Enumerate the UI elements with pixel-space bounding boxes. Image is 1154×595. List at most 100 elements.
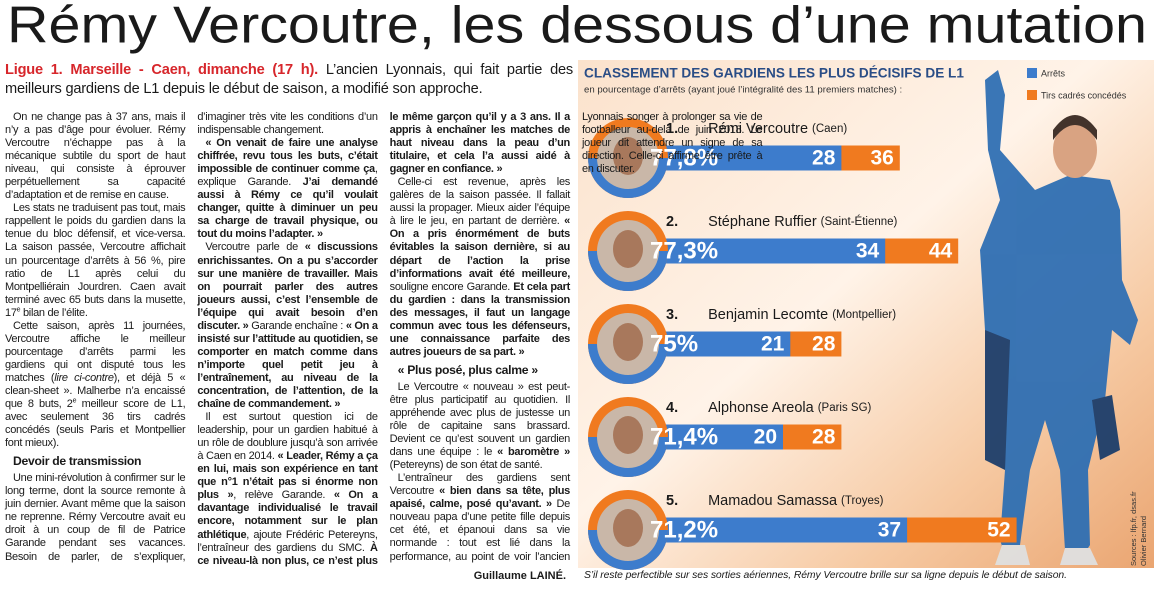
player-name: Mamadou Samassa: [708, 493, 838, 509]
text-run: « discussions enrichissantes. On a pu s’…: [197, 241, 378, 332]
photo-caption: S’il reste perfectible sur ses sorties a…: [584, 570, 1067, 581]
paragraph: Cette saison, après 11 journées, Vercout…: [5, 320, 186, 450]
saves-label: 21: [761, 333, 785, 356]
player-line: 5. Mamadou Samassa (Troyes): [666, 493, 884, 509]
shots-label: 44: [929, 240, 953, 263]
paragraph: Le Vercoutre « nouveau » est peut-être p…: [389, 380, 571, 472]
text-run: On ne change pas à 37 ans, mais il n’y a…: [5, 111, 186, 202]
club: (Saint-Étienne): [821, 215, 898, 228]
subheading: Devoir de transmission: [13, 454, 142, 469]
player-line: 2. Stéphane Ruffier (Saint-Étienne): [666, 214, 898, 230]
club: (Troyes): [841, 495, 884, 507]
save-percentage: 71,4%: [650, 423, 718, 450]
player-name: Benjamin Lecomte: [708, 307, 828, 323]
shots-label: 36: [870, 147, 893, 170]
article-body: On ne change pas à 37 ans, mais il n’y a…: [5, 111, 763, 573]
paragraph: Celle-ci est revenue, après les galères …: [389, 176, 571, 359]
rank: 4.: [666, 400, 678, 416]
kicker: Ligue 1. Marseille - Caen, dimanche (17 …: [5, 62, 318, 78]
saves-bar: [637, 238, 886, 264]
saves-label: 34: [856, 240, 880, 263]
rank: 2.: [666, 214, 678, 230]
save-percentage: 77,3%: [650, 237, 718, 264]
player-line: 4. Alphonse Areola (Paris SG): [666, 400, 872, 416]
lead-text: L’ancien Lyonnais, qui fait partie des m…: [5, 62, 574, 97]
text-run: meilleur score de L1, avec seulement 36 …: [5, 398, 186, 450]
paragraph: On ne change pas à 37 ans, mais il n’y a…: [5, 111, 186, 202]
text-run: « Leader, Rémy a ça en lui, mais son exp…: [197, 450, 378, 502]
credit: Sources : lfp.fr, dsas.fr: [1129, 491, 1138, 566]
shots-label: 28: [812, 426, 836, 449]
infographic-title: CLASSEMENT DES GARDIENS LES PLUS DÉCISIF…: [584, 66, 964, 81]
saves-bar: [637, 517, 908, 543]
player-face: [613, 137, 643, 175]
paragraph: Une mini-révolution à confirmer sur le l…: [5, 111, 378, 573]
paragraph: Vercoutre parle de « discussions enrichi…: [197, 241, 378, 411]
lead-paragraph: Ligue 1. Marseille - Caen, dimanche (17 …: [5, 61, 573, 99]
player-line: 3. Benjamin Lecomte (Montpellier): [666, 307, 896, 323]
save-percentage: 75%: [650, 330, 698, 357]
credit: Olivier Bernard: [1139, 516, 1148, 566]
player-name: Stéphane Ruffier: [708, 214, 817, 230]
shots-label: 28: [812, 333, 836, 356]
text-run: « baromètre »: [497, 446, 570, 459]
text-run: « On venait de faire une analyse chiffré…: [197, 137, 378, 176]
text-run: L’entraîneur des gardiens sent Vercoutre: [389, 472, 571, 498]
text-run: Une mini-révolution à confirmer sur le l…: [5, 111, 378, 563]
text-run: e: [72, 397, 77, 405]
text-run: (Petereyns) de son état de santé.: [389, 459, 543, 472]
shots-label: 52: [987, 519, 1010, 542]
legend-label: Arrêts: [1041, 68, 1066, 78]
text-run: bilan de l’élite.: [20, 306, 88, 319]
text-run: Les stats ne traduisent pas tout, mais r…: [5, 202, 186, 319]
goalkeeper-illustration: [980, 70, 1138, 565]
legend-label: Tirs cadrés concédés: [1041, 90, 1127, 100]
club: (Montpellier): [832, 309, 896, 321]
text-run: , ajoute Frédéric Petereyns, l’entraîneu…: [197, 528, 378, 554]
subheading: « Plus posé, plus calme »: [397, 362, 538, 377]
text-run: , explique Garande.: [197, 163, 378, 189]
infographic-subtitle: en pourcentage d’arrêts (ayant joué l’in…: [584, 85, 902, 96]
legend-swatch: [1027, 68, 1037, 78]
player-name: Rémi Vercoutre: [708, 121, 808, 137]
rank: 1.: [666, 121, 678, 137]
paragraph: Il est surtout question ici de leadershi…: [197, 111, 570, 573]
legend-swatch: [1027, 90, 1037, 100]
player-name: Alphonse Areola: [708, 400, 815, 416]
rank: 3.: [666, 307, 678, 323]
text-run: « On a pris énormément de buts évitables…: [389, 215, 571, 280]
player-line: 1. Rémi Vercoutre (Caen): [666, 121, 847, 137]
saves-label: 37: [878, 519, 901, 542]
club: (Caen): [812, 123, 847, 135]
paragraph: « On venait de faire une analyse chiffré…: [197, 137, 378, 241]
rank: 5.: [666, 493, 678, 509]
signature: Guillaume LAINÉ.: [473, 570, 566, 582]
saves-bar: [637, 145, 842, 171]
player-face: [613, 509, 643, 547]
saves-label: 20: [754, 426, 777, 449]
text-run: Le Vercoutre « nouveau » est peut-être p…: [389, 380, 571, 459]
saves-label: 28: [812, 147, 836, 170]
text-run: , relève Garande.: [233, 489, 334, 502]
text-run: lire ci-contre: [54, 371, 114, 384]
paragraph: Les stats ne traduisent pas tout, mais r…: [5, 202, 186, 319]
headline: Rémy Vercoutre, les dessous d’une mutati…: [7, 0, 1147, 55]
text-run: Celle-ci est revenue, après les galères …: [389, 176, 571, 228]
save-percentage: 71,2%: [650, 516, 718, 543]
club: (Paris SG): [818, 402, 872, 414]
text-run: « On a insisté sur l’attitude au quotidi…: [197, 319, 378, 411]
text-run: Il est surtout question ici de leadershi…: [197, 411, 378, 463]
player-face: [613, 416, 643, 454]
text-run: Vercoutre parle de: [205, 241, 305, 254]
text-run: ), et déjà 5 « clean-sheet ». Malherbe n…: [5, 371, 186, 411]
text-run: e: [16, 306, 21, 314]
text-run: Et cela part du gardien : dans la transm…: [389, 280, 571, 358]
text-run: De nouveau papa d’une petite fille depui…: [389, 111, 763, 563]
paragraph: L’entraîneur des gardiens sent Vercoutre…: [390, 111, 763, 573]
text-run: « On a davantage individualisé le travai…: [197, 489, 378, 541]
player-face: [613, 323, 643, 361]
save-percentage: 77,8%: [650, 144, 718, 171]
ranking: 28 36 77,8% 1. Rémi Vercoutre (Caen) 34 44 77,3%…: [588, 118, 1017, 570]
